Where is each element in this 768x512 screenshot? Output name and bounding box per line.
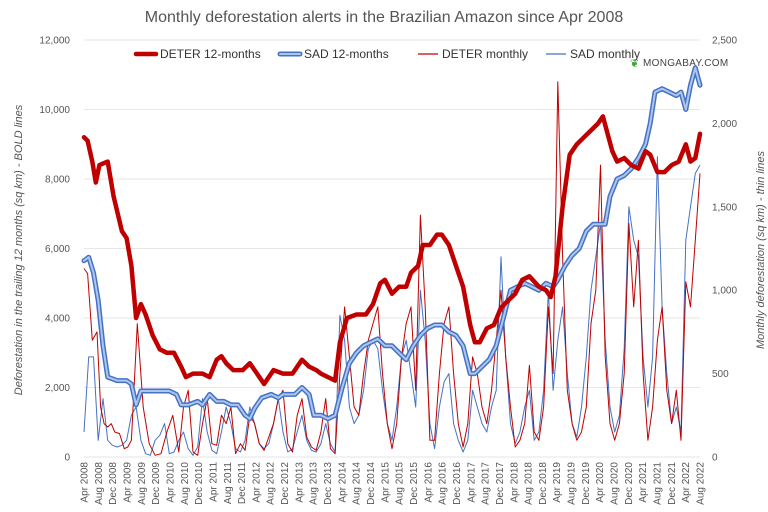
x-tick-label: Aug 2022 xyxy=(696,462,707,505)
series-layer xyxy=(81,65,703,456)
right-tick-label: 1,000 xyxy=(712,286,737,297)
legend-item: DETER monthly xyxy=(418,47,528,61)
x-tick-label: Apr 2016 xyxy=(423,462,434,503)
x-axis-ticks: Apr 2008 Aug 2008 Dec 2008 Apr 2009 Aug 2009… xyxy=(80,462,707,505)
legend-label: SAD monthly xyxy=(570,47,640,61)
x-tick-label: Apr 2018 xyxy=(509,462,520,503)
left-tick-label: 8,000 xyxy=(45,175,70,186)
leaf-icon: ❦ xyxy=(630,58,639,70)
x-tick-label: Aug 2015 xyxy=(395,462,406,505)
watermark: ❦ MONGABAY.COM xyxy=(630,58,728,70)
legend-item: SAD monthly xyxy=(546,47,640,61)
x-tick-label: Dec 2012 xyxy=(280,462,291,505)
x-tick-label: Dec 2018 xyxy=(538,462,549,505)
x-tick-label: Aug 2013 xyxy=(309,462,320,505)
left-tick-label: 2,000 xyxy=(45,383,70,394)
x-tick-label: Aug 2020 xyxy=(610,462,621,505)
x-tick-label: Apr 2020 xyxy=(595,462,606,503)
x-tick-label: Dec 2008 xyxy=(108,462,119,505)
x-tick-label: Apr 2008 xyxy=(80,462,91,503)
legend-item: DETER 12-months xyxy=(133,47,261,61)
left-tick-label: 4,000 xyxy=(45,314,70,325)
x-tick-label: Apr 2015 xyxy=(380,462,391,503)
x-tick-label: Dec 2015 xyxy=(409,462,420,505)
x-tick-label: Apr 2011 xyxy=(208,462,219,502)
x-tick-label: Apr 2009 xyxy=(122,462,133,503)
right-tick-label: 1,500 xyxy=(712,202,737,213)
right-axis-ticks: 0 500 1,000 1,500 2,000 2,500 xyxy=(712,36,737,464)
x-tick-label: Dec 2017 xyxy=(495,462,506,505)
right-tick-label: 0 xyxy=(712,453,718,464)
right-tick-label: 2,000 xyxy=(712,119,737,130)
x-tick-label: Dec 2016 xyxy=(452,462,463,505)
legend-label: DETER monthly xyxy=(442,47,528,61)
sad-12-months-line-inner xyxy=(83,66,701,420)
x-tick-label: Dec 2021 xyxy=(667,462,678,505)
left-tick-label: 0 xyxy=(64,453,70,464)
x-tick-label: Apr 2014 xyxy=(337,462,348,503)
watermark-text: MONGABAY.COM xyxy=(643,58,728,69)
legend-label: SAD 12-months xyxy=(304,47,389,61)
x-tick-label: Aug 2008 xyxy=(94,462,105,505)
legend-label: DETER 12-months xyxy=(160,47,261,61)
x-tick-label: Aug 2016 xyxy=(438,462,449,505)
right-tick-label: 500 xyxy=(712,369,729,380)
x-tick-label: Aug 2017 xyxy=(481,462,492,505)
x-tick-label: Apr 2012 xyxy=(251,462,262,503)
x-tick-label: Apr 2021 xyxy=(638,462,649,503)
deter-12-months-line xyxy=(81,114,703,387)
x-tick-label: Apr 2022 xyxy=(681,462,692,503)
x-tick-label: Dec 2020 xyxy=(624,462,635,505)
left-axis-label: Deforestation in the trailing 12 months … xyxy=(13,104,25,395)
x-tick-label: Aug 2011 xyxy=(223,462,234,505)
x-tick-label: Aug 2012 xyxy=(266,462,277,505)
x-tick-label: Dec 2009 xyxy=(151,462,162,505)
deter-monthly-line xyxy=(83,81,701,456)
chart-title: Monthly deforestation alerts in the Braz… xyxy=(145,9,624,26)
x-tick-label: Aug 2009 xyxy=(137,462,148,505)
right-tick-label: 2,500 xyxy=(712,36,737,47)
right-axis-label: Monthly deforestation (sq km) - thin lin… xyxy=(755,150,767,349)
legend: DETER 12-months SAD 12-months DETER monthl… xyxy=(133,47,640,61)
x-tick-label: Apr 2010 xyxy=(165,462,176,503)
x-tick-label: Dec 2019 xyxy=(581,462,592,505)
x-tick-label: Dec 2013 xyxy=(323,462,334,505)
left-tick-label: 10,000 xyxy=(39,105,70,116)
x-tick-label: Dec 2014 xyxy=(366,462,377,505)
x-tick-label: Apr 2013 xyxy=(294,462,305,503)
x-tick-label: Aug 2019 xyxy=(567,462,578,505)
sad-12-months-line-outer xyxy=(81,65,703,422)
x-tick-label: Aug 2018 xyxy=(524,462,535,505)
x-tick-label: Aug 2021 xyxy=(653,462,664,505)
legend-item: SAD 12-months xyxy=(277,47,389,61)
x-tick-label: Apr 2019 xyxy=(552,462,563,503)
left-axis-ticks: 0 2,000 4,000 6,000 8,000 10,000 12,000 xyxy=(39,36,70,464)
x-tick-label: Aug 2014 xyxy=(352,462,363,505)
x-tick-label: Dec 2011 xyxy=(237,462,248,505)
x-tick-label: Dec 2010 xyxy=(194,462,205,505)
x-tick-label: Aug 2010 xyxy=(180,462,191,505)
left-tick-label: 6,000 xyxy=(45,244,70,255)
left-tick-label: 12,000 xyxy=(39,36,70,47)
x-tick-label: Apr 2017 xyxy=(466,462,477,503)
